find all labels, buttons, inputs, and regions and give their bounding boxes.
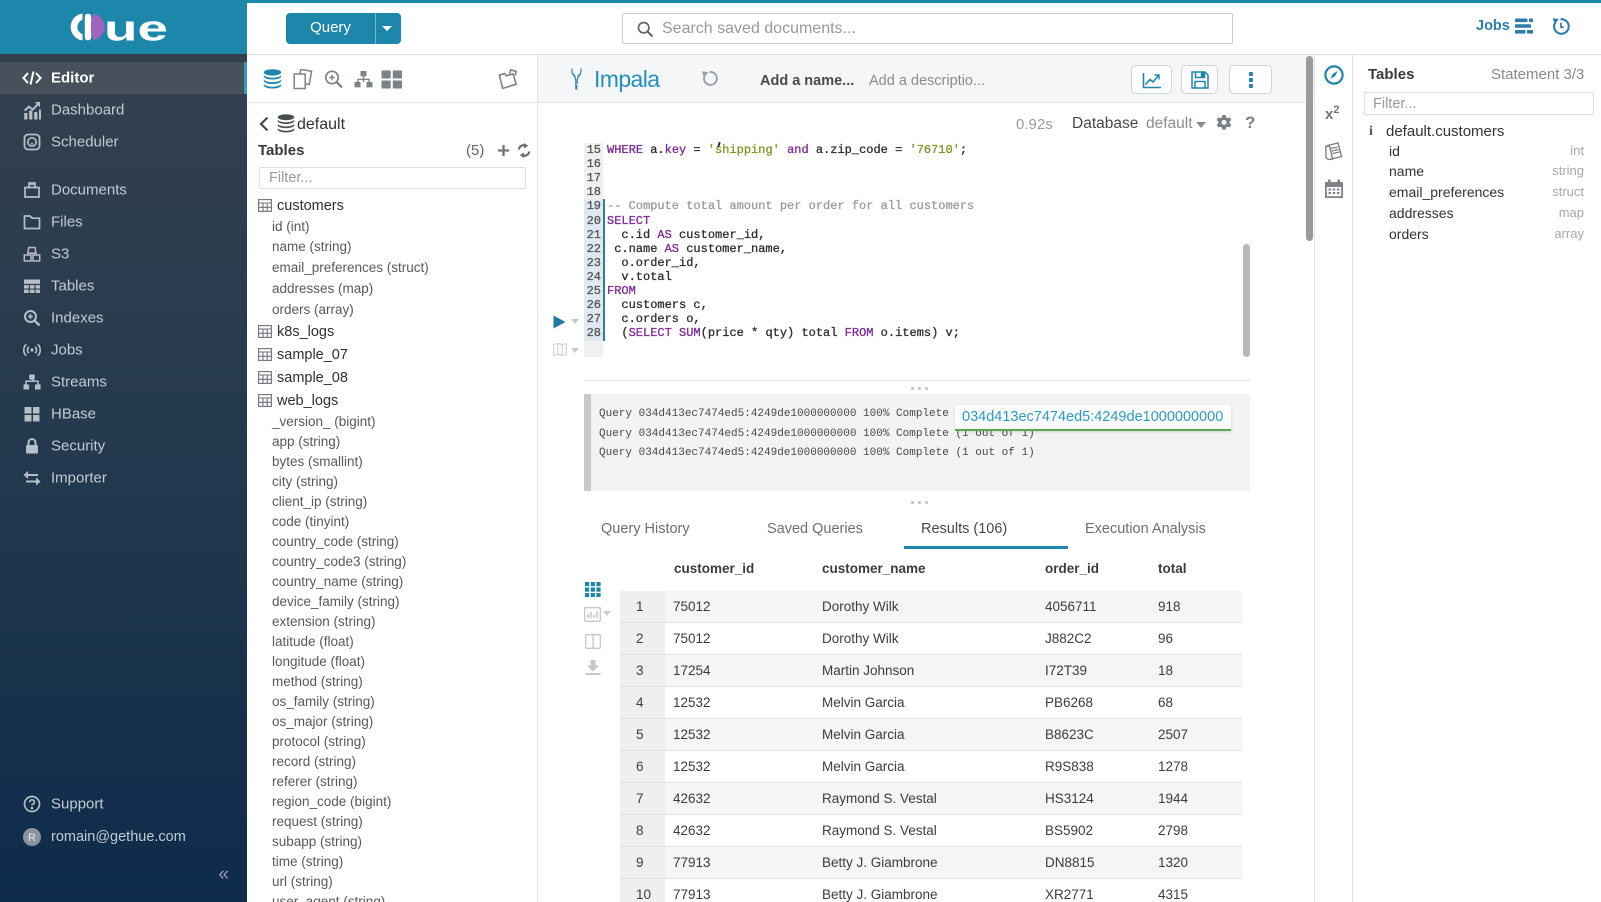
svg-text:R: R [28,832,36,844]
svg-text:ue: ue [104,8,168,49]
